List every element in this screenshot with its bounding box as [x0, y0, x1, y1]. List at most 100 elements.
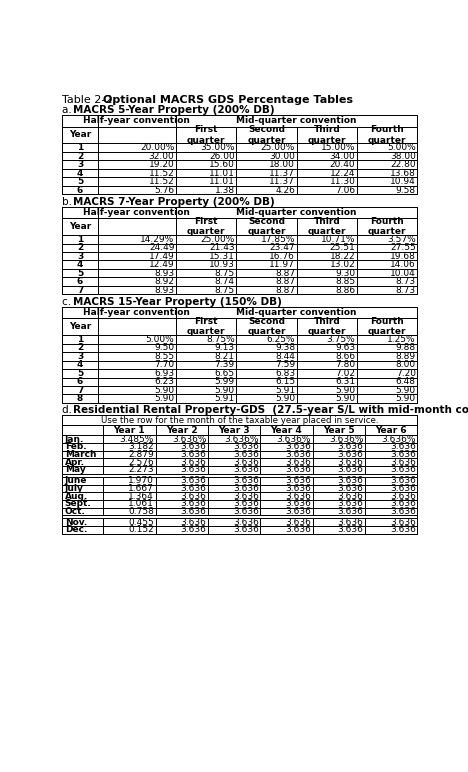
Text: 35.00%: 35.00% [200, 143, 235, 152]
Bar [176, 169, 236, 178]
Text: 10.94: 10.94 [390, 177, 416, 186]
Text: 8: 8 [77, 394, 83, 403]
Bar [297, 144, 357, 152]
Bar [62, 386, 98, 394]
Text: 3.636: 3.636 [233, 442, 259, 452]
Bar [62, 485, 103, 493]
Bar [155, 451, 208, 459]
Bar [313, 477, 365, 485]
Text: Year 1: Year 1 [114, 426, 145, 435]
Text: 3.636: 3.636 [181, 526, 206, 534]
Text: 3.636: 3.636 [337, 442, 364, 452]
Bar [365, 508, 417, 516]
Text: 13.68: 13.68 [390, 168, 416, 178]
Text: Half-year convention: Half-year convention [83, 117, 190, 125]
Text: Year: Year [69, 322, 91, 331]
Text: 3.636: 3.636 [337, 492, 364, 500]
Bar [260, 500, 313, 508]
Bar [62, 318, 98, 335]
Text: 3.636: 3.636 [181, 499, 206, 508]
Text: 0.152: 0.152 [128, 526, 154, 534]
Text: 7.80: 7.80 [335, 361, 355, 369]
Text: 20.00%: 20.00% [140, 143, 175, 152]
Text: 7.59: 7.59 [275, 361, 295, 369]
Bar [236, 378, 297, 386]
Text: First
quarter: First quarter [187, 125, 226, 144]
Text: 8.66: 8.66 [335, 352, 355, 361]
Text: Nov.: Nov. [65, 518, 87, 527]
Bar [62, 243, 98, 252]
Text: Fourth
quarter: Fourth quarter [368, 217, 406, 236]
Text: 8.55: 8.55 [154, 352, 175, 361]
Bar [297, 152, 357, 161]
Bar [103, 485, 155, 493]
Bar [62, 451, 103, 459]
Bar [98, 286, 176, 294]
Bar [103, 435, 155, 443]
Bar [98, 260, 176, 269]
Text: Dec.: Dec. [65, 526, 87, 534]
Text: 14.29%: 14.29% [140, 235, 175, 244]
Text: d.: d. [62, 405, 76, 415]
Text: 5.91: 5.91 [215, 394, 235, 403]
Text: 9.50: 9.50 [154, 344, 175, 352]
Bar [236, 386, 297, 394]
Text: 22.80: 22.80 [390, 160, 416, 169]
Text: 1.364: 1.364 [128, 492, 154, 500]
Text: 8.44: 8.44 [275, 352, 295, 361]
Text: 3.636: 3.636 [233, 507, 259, 516]
Bar [236, 161, 297, 169]
Text: 6.48: 6.48 [396, 378, 416, 386]
Text: 3.636: 3.636 [390, 458, 416, 467]
Bar [98, 235, 176, 243]
Text: 11.30: 11.30 [329, 177, 355, 186]
Text: 3.636: 3.636 [390, 442, 416, 452]
Bar [98, 361, 176, 369]
Bar [62, 508, 103, 516]
Bar [98, 369, 176, 378]
Bar [297, 235, 357, 243]
Text: 3.636: 3.636 [390, 499, 416, 508]
Bar [297, 344, 357, 352]
Bar [260, 485, 313, 493]
Text: 3.636: 3.636 [233, 526, 259, 534]
Bar [297, 218, 357, 235]
Bar [365, 485, 417, 493]
Bar [103, 466, 155, 474]
Text: 5.99: 5.99 [215, 378, 235, 386]
Text: 18.22: 18.22 [330, 252, 355, 261]
Text: 21.43: 21.43 [209, 243, 235, 252]
Bar [260, 519, 313, 527]
Bar [155, 466, 208, 474]
Bar [365, 500, 417, 508]
Text: 8.92: 8.92 [154, 277, 175, 286]
Bar [260, 466, 313, 474]
Bar [176, 218, 236, 235]
Text: 3.182: 3.182 [128, 442, 154, 452]
Bar [103, 477, 155, 485]
Bar [236, 318, 297, 335]
Bar [357, 394, 417, 403]
Bar [297, 186, 357, 195]
Bar [260, 527, 313, 534]
Text: 3.75%: 3.75% [327, 335, 355, 344]
Text: Third
quarter: Third quarter [307, 317, 346, 337]
Bar [297, 352, 357, 361]
Bar [297, 269, 357, 277]
Bar [62, 527, 103, 534]
Bar [236, 352, 297, 361]
Bar [236, 243, 297, 252]
Bar [208, 466, 260, 474]
Text: 5.90: 5.90 [275, 394, 295, 403]
Bar [365, 435, 417, 443]
Text: 8.00: 8.00 [395, 361, 416, 369]
Bar [236, 178, 297, 186]
Text: 5.90: 5.90 [154, 386, 175, 394]
Text: Apr.: Apr. [65, 458, 85, 467]
Text: 2: 2 [77, 151, 83, 161]
Bar [260, 459, 313, 466]
Bar [313, 435, 365, 443]
Text: 26.00: 26.00 [209, 151, 235, 161]
Text: Year 5: Year 5 [323, 426, 355, 435]
Text: 9.88: 9.88 [395, 344, 416, 352]
